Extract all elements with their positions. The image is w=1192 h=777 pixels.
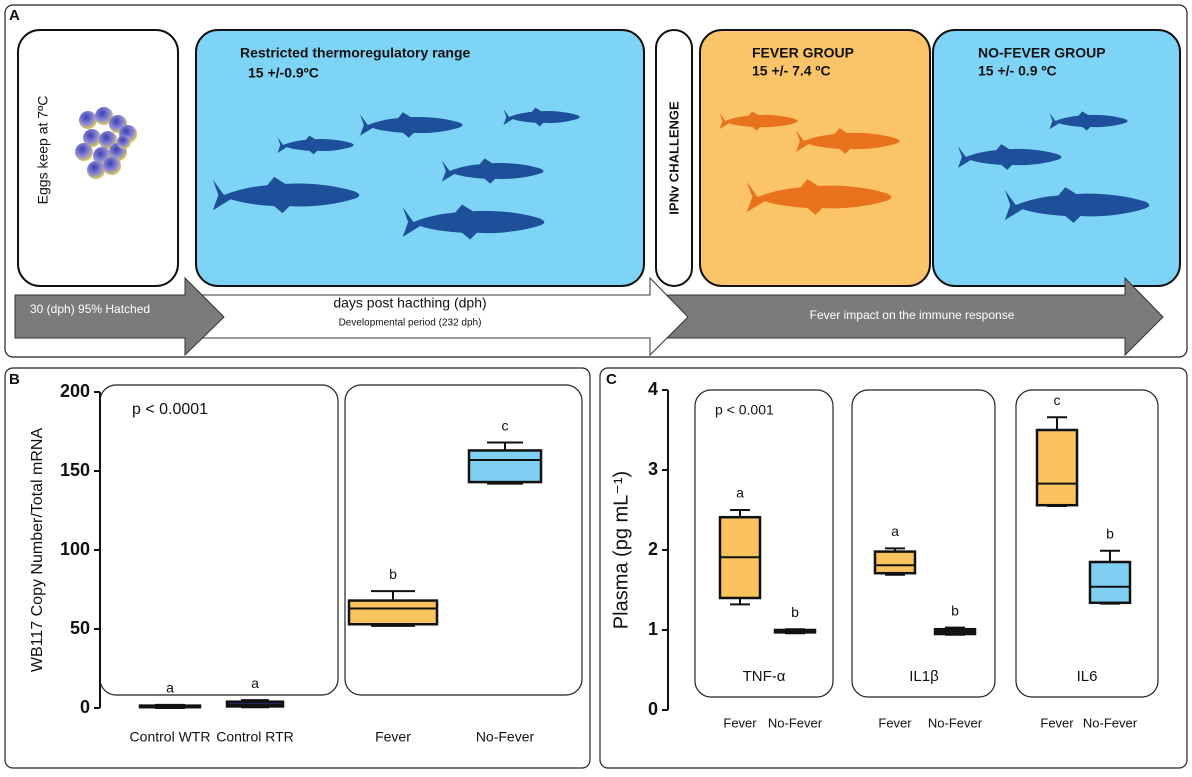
arrow-label: 30 (dph) 95% Hatched [30,302,150,316]
x-tick-label: No-Fever [476,729,535,745]
arrow [14,276,225,357]
annotation: p < 0.0001 [132,401,208,418]
group-label: IL6 [1077,668,1098,685]
eggs-label: Eggs keep at 7ºC [35,96,51,205]
challenge-label: IPNv CHALLENGE [666,101,681,215]
y-axis-label: Plasma (pg mL⁻¹) [610,471,632,629]
significance-letter: c [1054,392,1061,408]
rtr-temp: 15 +/-0.9ºC [248,65,319,81]
fever-temp: 15 +/- 7.4 ºC [752,63,831,79]
significance-letter: a [891,523,899,539]
arrow [179,276,689,357]
significance-letter: b [951,602,959,618]
panel-label: B [9,371,20,388]
x-tick-label: Control RTR [216,729,294,745]
nofever-title: NO-FEVER GROUP [978,45,1106,61]
x-tick-label: Fever [1040,715,1074,730]
group-label: IL1β [909,668,939,685]
panel-frame [4,4,1188,358]
group-frame [99,384,339,696]
significance-letter: a [251,675,259,691]
significance-letter: a [166,680,174,696]
y-axis-label: WB117 Copy Number/Total mRNA [29,428,46,673]
panel-label: C [606,371,617,388]
box [467,449,543,484]
group-frame [851,389,996,698]
panel-frame [4,367,591,769]
arrow-label: Fever impact on the immune response [810,308,1015,322]
x-tick-label: Fever [723,715,757,730]
panel-frame [599,367,1188,769]
y-tick-label: 2 [648,539,658,559]
group-label: TNF-α [743,668,786,685]
significance-letter: b [1106,526,1114,542]
nofever-temp: 15 +/- 0.9 ºC [978,63,1057,79]
x-tick-label: No-Fever [928,715,983,730]
fever-box [699,29,931,287]
box [1035,428,1079,507]
significance-letter: b [791,604,799,620]
significance-letter: c [502,417,509,433]
x-tick-label: Control WTR [130,729,211,745]
group-frame [344,384,583,696]
box [347,599,439,626]
significance-letter: b [389,566,397,582]
y-tick-label: 0 [648,699,658,719]
box [873,550,917,575]
y-tick-label: 4 [648,379,658,399]
annotation: p < 0.001 [715,402,774,418]
challenge-box [655,29,693,287]
box [1088,560,1132,605]
y-tick-label: 50 [70,618,90,638]
y-tick-label: 1 [648,619,658,639]
y-tick-label: 0 [80,697,90,717]
arrow-label: days post hacthing (dph) [333,295,486,311]
group-frame [694,389,834,698]
y-tick-label: 100 [60,539,90,559]
x-tick-label: Fever [375,729,411,745]
eggs [75,107,137,179]
y-tick-label: 200 [60,381,90,401]
y-tick-label: 3 [648,459,658,479]
significance-letter: a [736,485,744,501]
x-tick-label: No-Fever [1083,715,1138,730]
panel-label: A [9,7,20,24]
arrow [639,276,1164,357]
group-frame [1015,389,1159,698]
x-tick-label: Fever [878,715,912,730]
y-tick-label: 150 [60,460,90,480]
rtr-title: Restricted thermoregulatory range [240,45,470,61]
x-tick-label: No-Fever [768,715,823,730]
arrow-sublabel: Developmental period (232 dph) [339,318,482,329]
fever-title: FEVER GROUP [752,45,854,61]
